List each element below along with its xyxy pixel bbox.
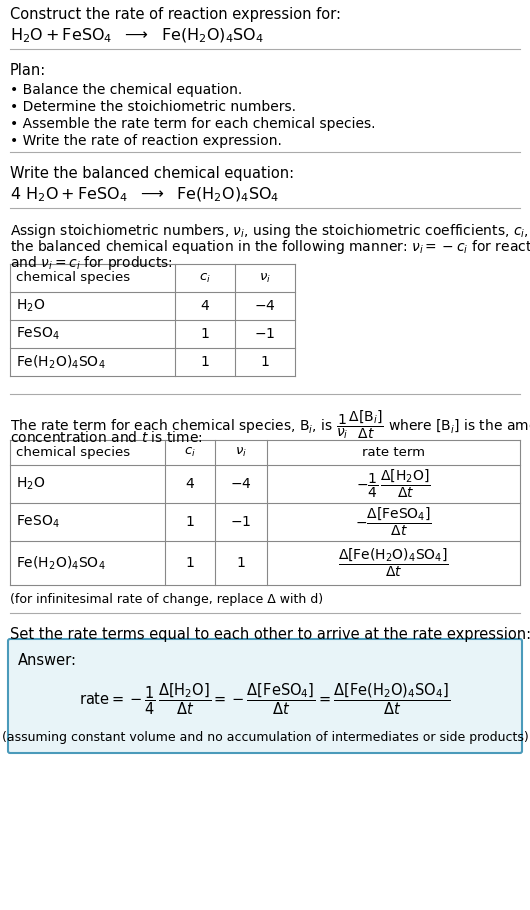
Text: $c_i$: $c_i$	[199, 271, 211, 285]
Text: Answer:: Answer:	[18, 653, 77, 668]
Text: $-4$: $-4$	[230, 477, 252, 491]
Text: $\mathrm{Fe(H_2O)_4SO_4}$: $\mathrm{Fe(H_2O)_4SO_4}$	[16, 554, 105, 571]
Text: 1: 1	[186, 515, 195, 529]
Text: 4: 4	[186, 477, 195, 491]
Text: $\nu_i$: $\nu_i$	[235, 446, 247, 459]
Text: $\mathrm{FeSO_4}$: $\mathrm{FeSO_4}$	[16, 326, 60, 342]
FancyBboxPatch shape	[8, 639, 522, 753]
Text: $\mathrm{H_2O}$: $\mathrm{H_2O}$	[16, 476, 45, 492]
Text: The rate term for each chemical species, $\mathrm{B}_i$, is $\dfrac{1}{\nu_i}\df: The rate term for each chemical species,…	[10, 408, 530, 440]
Text: • Write the rate of reaction expression.: • Write the rate of reaction expression.	[10, 134, 282, 148]
Text: (assuming constant volume and no accumulation of intermediates or side products): (assuming constant volume and no accumul…	[2, 731, 528, 743]
Text: • Assemble the rate term for each chemical species.: • Assemble the rate term for each chemic…	[10, 117, 375, 131]
Text: Construct the rate of reaction expression for:: Construct the rate of reaction expressio…	[10, 7, 341, 22]
Text: the balanced chemical equation in the following manner: $\nu_i = -c_i$ for react: the balanced chemical equation in the fo…	[10, 238, 530, 256]
Text: chemical species: chemical species	[16, 446, 130, 459]
Text: $c_i$: $c_i$	[184, 446, 196, 459]
Text: • Balance the chemical equation.: • Balance the chemical equation.	[10, 83, 242, 97]
Text: $\dfrac{\Delta[\mathrm{Fe(H_2O)_4SO_4}]}{\Delta t}$: $\dfrac{\Delta[\mathrm{Fe(H_2O)_4SO_4}]}…	[338, 547, 449, 579]
Text: $\mathrm{rate} = -\dfrac{1}{4}\,\dfrac{\Delta[\mathrm{H_2O}]}{\Delta t} = -\dfra: $\mathrm{rate} = -\dfrac{1}{4}\,\dfrac{\…	[80, 682, 450, 717]
Text: and $\nu_i = c_i$ for products:: and $\nu_i = c_i$ for products:	[10, 254, 173, 272]
Text: $\nu_i$: $\nu_i$	[259, 271, 271, 285]
Text: $-1$: $-1$	[254, 327, 276, 341]
Text: $1$: $1$	[236, 556, 246, 570]
Text: Write the balanced chemical equation:: Write the balanced chemical equation:	[10, 166, 294, 181]
Text: $-\dfrac{1}{4}\,\dfrac{\Delta[\mathrm{H_2O}]}{\Delta t}$: $-\dfrac{1}{4}\,\dfrac{\Delta[\mathrm{H_…	[356, 468, 431, 501]
Text: Set the rate terms equal to each other to arrive at the rate expression:: Set the rate terms equal to each other t…	[10, 627, 530, 642]
Text: rate term: rate term	[362, 446, 425, 459]
Text: $\mathrm{H_2O}$: $\mathrm{H_2O}$	[16, 298, 45, 314]
Text: $\mathrm{Fe(H_2O)_4SO_4}$: $\mathrm{Fe(H_2O)_4SO_4}$	[16, 353, 105, 370]
Text: 1: 1	[186, 556, 195, 570]
Text: $-4$: $-4$	[254, 299, 276, 313]
Text: $\mathrm{H_2O + FeSO_4}$  $\longrightarrow$  $\mathrm{Fe(H_2O)_4SO_4}$: $\mathrm{H_2O + FeSO_4}$ $\longrightarro…	[10, 27, 264, 46]
Text: 1: 1	[200, 327, 209, 341]
Text: 1: 1	[200, 355, 209, 369]
Text: $1$: $1$	[260, 355, 270, 369]
Text: $\mathrm{FeSO_4}$: $\mathrm{FeSO_4}$	[16, 514, 60, 531]
Text: Plan:: Plan:	[10, 63, 46, 78]
Text: $\mathrm{4\ H_2O + FeSO_4}$  $\longrightarrow$  $\mathrm{Fe(H_2O)_4SO_4}$: $\mathrm{4\ H_2O + FeSO_4}$ $\longrighta…	[10, 186, 279, 205]
Text: (for infinitesimal rate of change, replace Δ with d): (for infinitesimal rate of change, repla…	[10, 593, 323, 606]
Text: $-\dfrac{\Delta[\mathrm{FeSO_4}]}{\Delta t}$: $-\dfrac{\Delta[\mathrm{FeSO_4}]}{\Delta…	[355, 506, 432, 538]
Text: chemical species: chemical species	[16, 271, 130, 285]
Text: 4: 4	[201, 299, 209, 313]
Text: $-1$: $-1$	[231, 515, 252, 529]
Text: concentration and $t$ is time:: concentration and $t$ is time:	[10, 430, 202, 445]
Text: Assign stoichiometric numbers, $\nu_i$, using the stoichiometric coefficients, $: Assign stoichiometric numbers, $\nu_i$, …	[10, 222, 530, 240]
Text: • Determine the stoichiometric numbers.: • Determine the stoichiometric numbers.	[10, 100, 296, 114]
